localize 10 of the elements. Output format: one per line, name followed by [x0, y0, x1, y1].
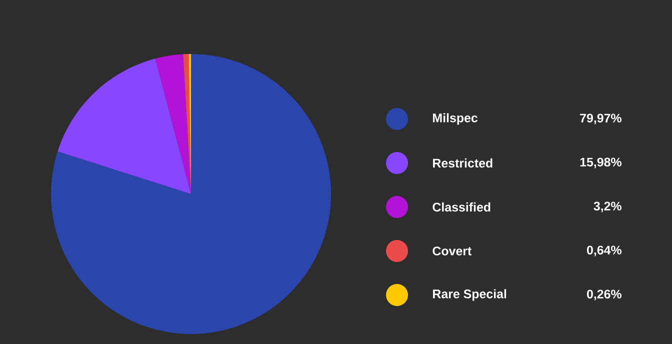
data-label: 79,97% [580, 114, 622, 124]
data-label: 0,64% [587, 246, 622, 256]
data-label: 3,2% [594, 202, 622, 212]
data-label: 0,26% [587, 290, 622, 300]
data-label: 15,98% [580, 158, 622, 168]
legend-label: Classified [432, 202, 490, 212]
legend-label: Milspec [433, 113, 478, 125]
legend-label: Covert [432, 246, 472, 256]
legend-label: Rare Special [433, 289, 506, 301]
legend-label: Restricted [433, 158, 492, 168]
